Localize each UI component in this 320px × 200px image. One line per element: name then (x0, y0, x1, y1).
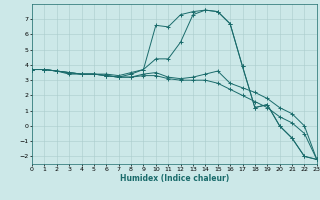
X-axis label: Humidex (Indice chaleur): Humidex (Indice chaleur) (120, 174, 229, 183)
